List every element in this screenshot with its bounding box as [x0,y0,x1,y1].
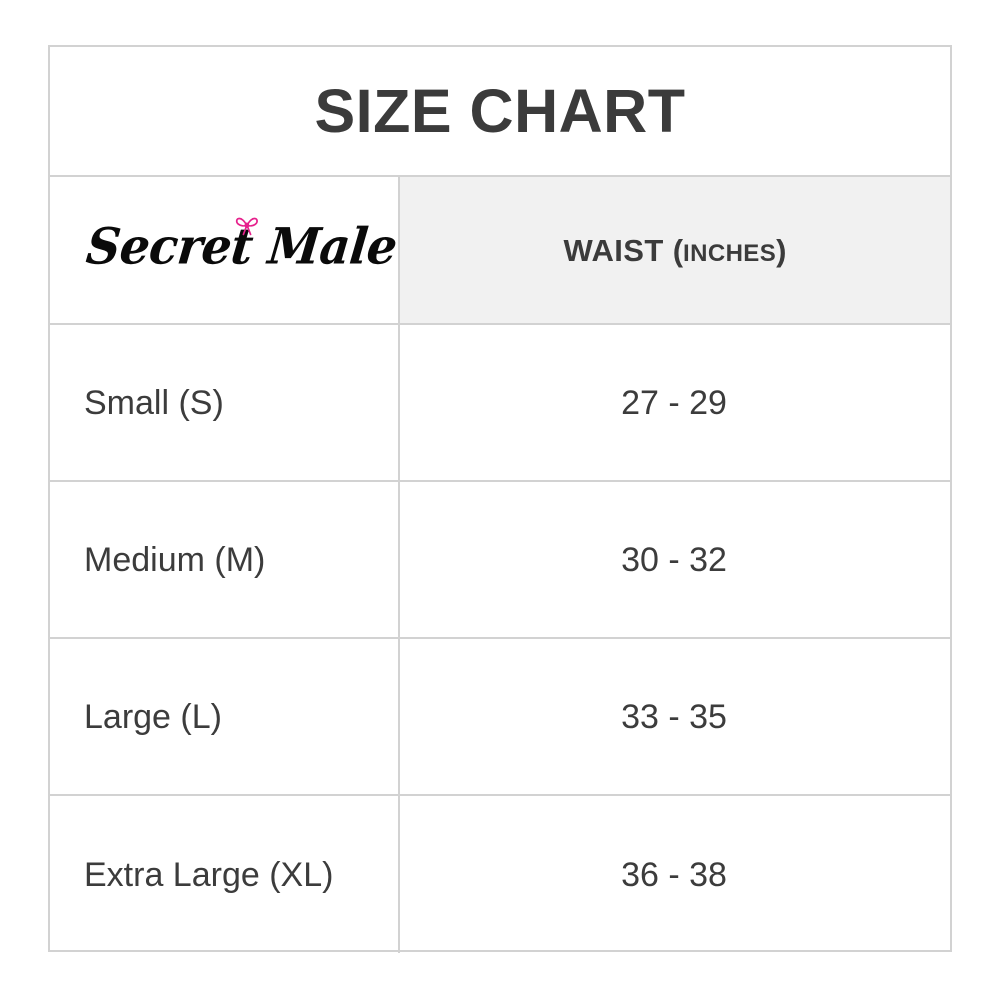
table-row: Large (L) 33 - 35 [50,639,950,796]
waist-value: 27 - 29 [621,383,727,422]
waist-value: 36 - 38 [621,855,727,894]
title-row: SIZE CHART [50,47,950,177]
size-cell: Medium (M) [50,482,400,637]
size-label: Small (S) [84,383,224,422]
brand-logo-cell: Secret Male [50,177,400,323]
waist-header-label: WAIST (INCHES) [564,235,787,266]
waist-cell: 33 - 35 [400,639,950,794]
table-row: Small (S) 27 - 29 [50,325,950,482]
waist-header-paren-close: ) [776,232,787,268]
waist-header-paren-open: ( [672,232,684,268]
size-cell: Large (L) [50,639,400,794]
table-row: Extra Large (XL) 36 - 38 [50,796,950,953]
waist-cell: 36 - 38 [400,796,950,953]
waist-header-unit: INCHES [683,239,777,267]
waist-cell: 30 - 32 [400,482,950,637]
waist-cell: 27 - 29 [400,325,950,480]
waist-value: 33 - 35 [621,697,727,736]
size-cell: Small (S) [50,325,400,480]
size-label: Large (L) [84,697,222,736]
brand-logo-text: Secret Male [83,217,400,276]
size-label: Extra Large (XL) [84,855,334,894]
page-title: SIZE CHART [314,76,686,145]
table-header-row: Secret Male WAIST (INCHES) [50,177,950,325]
size-label: Medium (M) [84,540,266,579]
waist-value: 30 - 32 [621,540,727,579]
waist-header-main: WAIST [563,232,664,268]
waist-header-cell: WAIST (INCHES) [400,177,950,323]
table-row: Medium (M) 30 - 32 [50,482,950,639]
size-chart-table: SIZE CHART Secret Male [48,45,952,953]
size-cell: Extra Large (XL) [50,796,400,953]
brand-logo: Secret Male [84,217,400,276]
